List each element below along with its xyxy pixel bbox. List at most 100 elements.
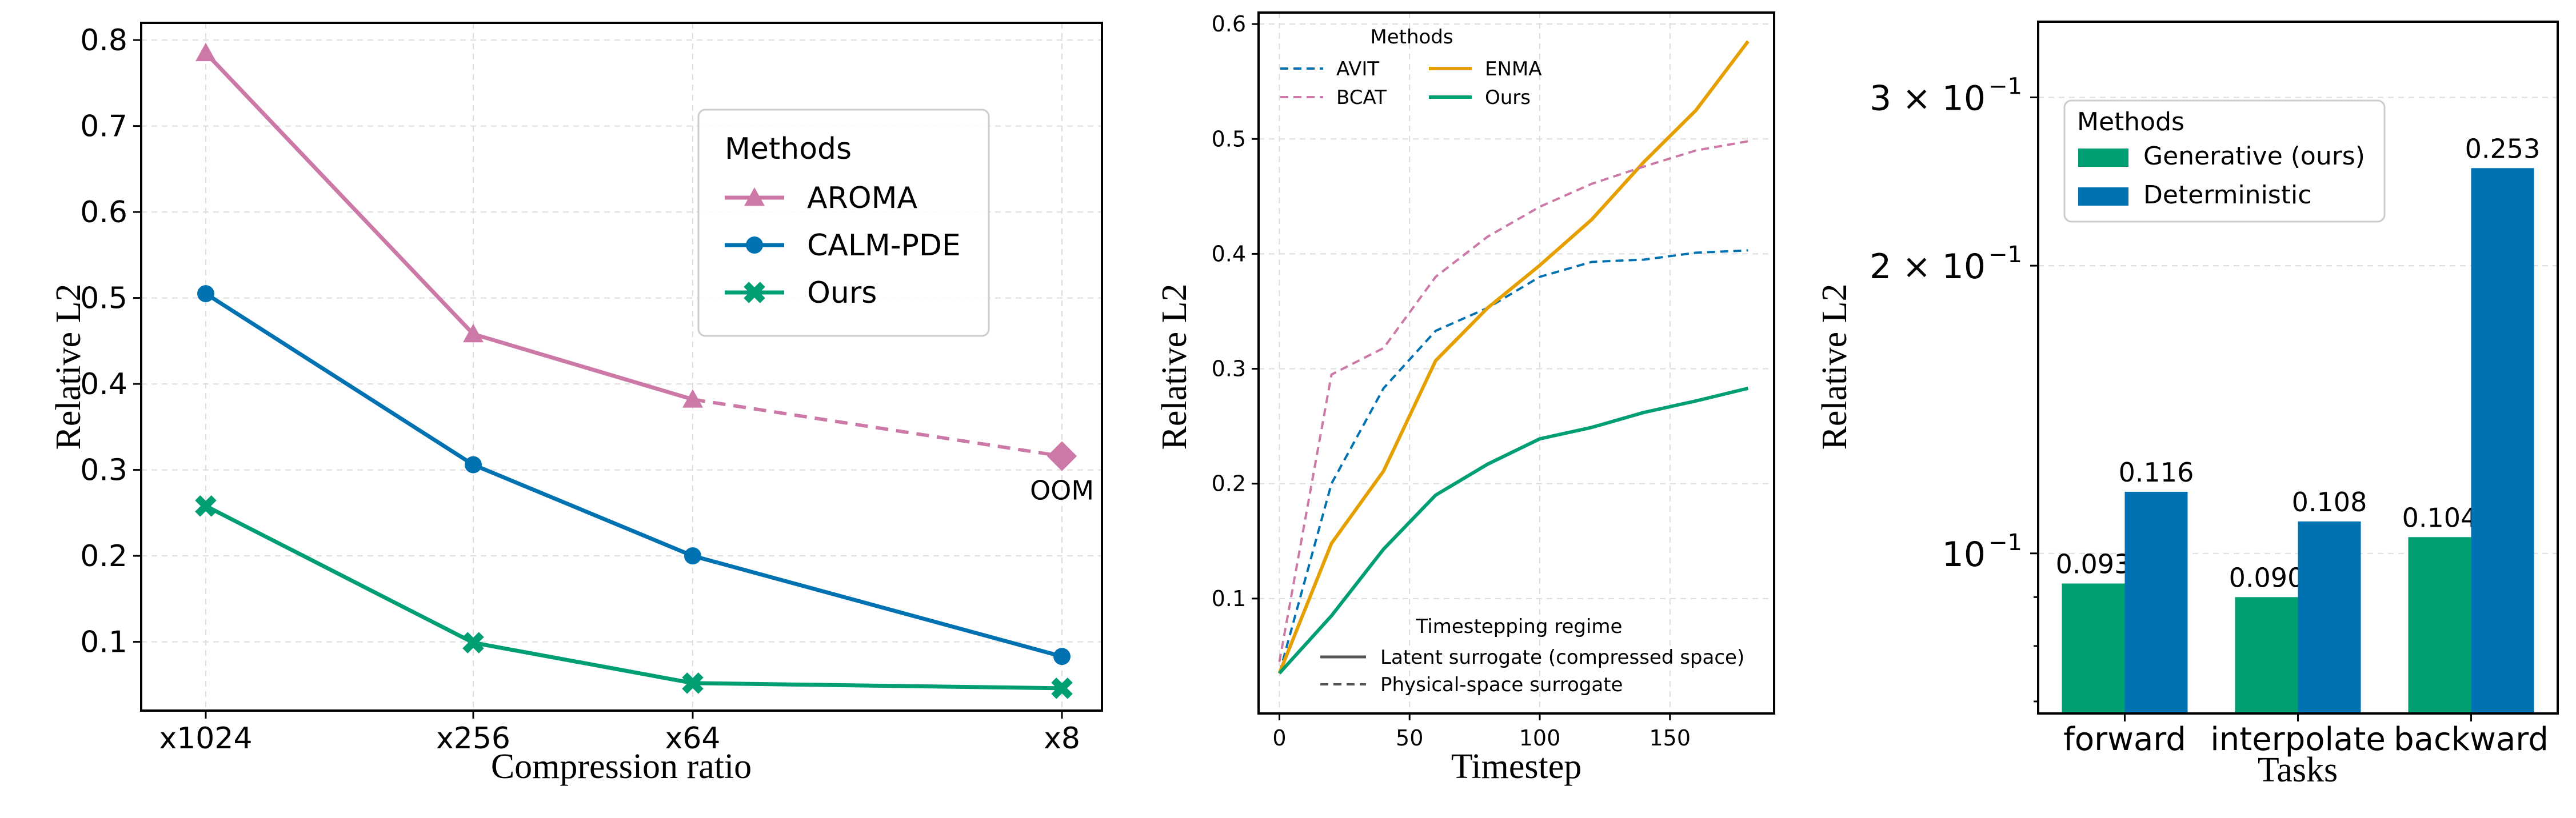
panel3-plot: 0.093 0.116 0.090 0.108 0.104 0.253: [2056, 133, 2540, 713]
panel1-ytick-label: 0.3: [80, 454, 127, 488]
panel3-bar-label: 0.108: [2292, 487, 2367, 518]
panel3-legend-items: Generative (ours) Deterministic: [2078, 142, 2365, 210]
panel1-xtick-label: x1024: [159, 721, 252, 756]
panel1-ytick-label: 0.5: [80, 282, 127, 316]
panel2-ytick-label: 0.6: [1212, 11, 1246, 37]
panel1-marker-calm-pde: [1053, 648, 1071, 665]
panel1-legend-label-ours: Ours: [807, 276, 877, 310]
panel1-axes-frame: [140, 22, 1103, 712]
panel1-line-ours: [205, 504, 1063, 691]
panel1-aroma-extrapolation-line: [692, 398, 1063, 458]
panel3-xlabel: Tasks: [2258, 751, 2338, 789]
panel3-xtick-label: forward: [2063, 721, 2186, 758]
panel1-ticks: x1024 x256 x64 x8 0.1 0.2 0.3 0.4 0.5 0.6 0.7 0.8: [80, 23, 1080, 756]
panel1-xlabel: Compression ratio: [491, 747, 752, 786]
panel2-methods-legend: Methods AVIT ENMA BCAT Ours: [1280, 26, 1542, 109]
panel3-legend-swatch-generative: [2078, 149, 2128, 167]
panel1-grid: [141, 23, 1102, 711]
panel2-ytick-label: 0.1: [1212, 586, 1246, 611]
panel3-ytick-label: −110: [1942, 530, 2022, 575]
panel1-ytick-label: 0.6: [80, 195, 127, 230]
panel3-ytick-label: −12 × 10: [1870, 242, 2022, 287]
panel3-ylabel: Relative L2: [1815, 284, 1854, 450]
regime-legend-item-physical: Physical-space surrogate: [1380, 673, 1623, 696]
panel3-ytick-exponent: −1: [1988, 530, 2022, 556]
panel2-line-ours: [1278, 386, 1749, 675]
panel3-legend-title: Methods: [2077, 107, 2184, 137]
panel3-bar-backward-deterministic: [2471, 168, 2534, 713]
panel1-marker-aroma: [682, 389, 703, 408]
panel2-ytick-label: 0.4: [1212, 241, 1246, 266]
panel3-ytick-base: 2 × 10: [1870, 247, 1986, 287]
panel1-legend-marker-ours-stroke-b: [744, 282, 765, 303]
panel2-line-bcat: [1278, 140, 1748, 662]
panel1-ylabel: Relative L2: [49, 284, 88, 450]
panel1-legend-label-aroma: AROMA: [807, 181, 917, 215]
panel2-axes-frame: [1257, 11, 1775, 715]
panel2-legend-title: Methods: [1370, 26, 1453, 49]
panel2-ylabel: Relative L2: [1155, 284, 1194, 450]
panel1-ytick-label: 0.2: [80, 539, 127, 574]
panel1-plot: OOM: [195, 42, 1094, 699]
panel2-legend-label-enma: ENMA: [1485, 58, 1542, 81]
panel1-marker-ours-stroke-b: [1051, 677, 1073, 699]
panel1-oom-label: OOM: [1030, 475, 1094, 506]
panel2-xtick-label: 100: [1519, 725, 1561, 751]
regime-legend-item-latent: Latent surrogate (compressed space): [1380, 646, 1744, 669]
panel-compression-ratio: OOM x1024 x256 x64 x8 0.1 0.2 0.3 0.4 0.5 0.6 0.7 0…: [49, 22, 1103, 786]
panel1-legend-title: Methods: [725, 132, 852, 166]
panel1-legend-marker-calm-pde: [746, 236, 763, 254]
panel3-xtick-label: interpolate: [2210, 721, 2386, 758]
panel1-ytick-label: 0.4: [80, 367, 127, 402]
panel1-legend-marker-aroma: [744, 187, 765, 206]
panel1-xtick-label: x256: [436, 721, 510, 756]
panel3-legend-swatch-deterministic: [2078, 187, 2128, 206]
panel2-grid: [1259, 13, 1774, 713]
panel3-legend-label-generative: Generative (ours): [2143, 142, 2365, 171]
panel1-line-aroma: [204, 51, 693, 402]
panel2-legend-items: AVIT ENMA BCAT Ours: [1280, 58, 1542, 109]
panel3-legend-label-deterministic: Deterministic: [2143, 181, 2311, 210]
panel3-ytick-base: 10: [1942, 535, 1986, 575]
panel2-ytick-label: 0.2: [1212, 471, 1246, 496]
panel2-ytick-label: 0.5: [1212, 126, 1246, 151]
panel1-ytick-label: 0.7: [80, 110, 127, 144]
panel1-marker-ours: [195, 495, 217, 517]
panel3-ytick-label: −13 × 10: [1870, 73, 2022, 118]
panel1-ytick-label: 0.8: [80, 23, 127, 58]
panel1-marker-calm-pde: [197, 285, 214, 303]
panel2-legend-label-ours: Ours: [1485, 86, 1531, 109]
panel3-bar-label: 0.090: [2229, 562, 2305, 593]
panel1-marker-ours: [1051, 677, 1073, 699]
panel1-oom-marker: [1047, 441, 1077, 471]
panel1-marker-ours-stroke-b: [195, 495, 217, 517]
panel1-marker-ours-stroke-b: [682, 672, 704, 694]
panel1-marker-aroma: [463, 323, 484, 343]
panel2-xtick-label: 50: [1396, 725, 1423, 751]
panel1-legend-items: AROMA CALM-PDE Ours: [725, 181, 961, 310]
panel2-line-enma: [1277, 40, 1750, 674]
panel1-marker-calm-pde: [684, 547, 701, 565]
panel3-legend: Methods Generative (ours) Deterministic: [2063, 99, 2386, 223]
panel1-legend-label-calm-pde: CALM-PDE: [807, 228, 961, 263]
panel3-bar-label: 0.093: [2056, 548, 2131, 579]
panel2-xtick-label: 0: [1272, 725, 1286, 751]
panel2-ticks: 0 50 100 150 0.1 0.2 0.3 0.4 0.5 0.6: [1212, 11, 1691, 751]
panel2-regime-legend-title: Timestepping regime: [1416, 615, 1623, 638]
panel1-marker-ours-stroke-b: [462, 632, 484, 653]
panel2-line-avit: [1278, 249, 1748, 674]
panel2-ytick-label: 0.3: [1212, 356, 1246, 382]
panel3-ytick-base: 3 × 10: [1870, 78, 1986, 118]
panel2-regime-legend: Timestepping regime Latent surrogate (co…: [1320, 615, 1744, 696]
panel2-legend-label-avit: AVIT: [1336, 58, 1379, 81]
panel3-bar-label: 0.116: [2119, 457, 2194, 488]
panel3-bar-forward-deterministic: [2124, 491, 2188, 713]
panel3-legend-box: [2063, 99, 2386, 223]
panel1-marker-aroma: [195, 42, 216, 62]
panel3-ytick-exponent: −1: [1988, 73, 2022, 99]
panel1-xtick-label: x8: [1044, 721, 1080, 756]
panel1-line-calm-pde: [205, 292, 1063, 659]
panel3-bar-interpolate-deterministic: [2298, 521, 2361, 713]
